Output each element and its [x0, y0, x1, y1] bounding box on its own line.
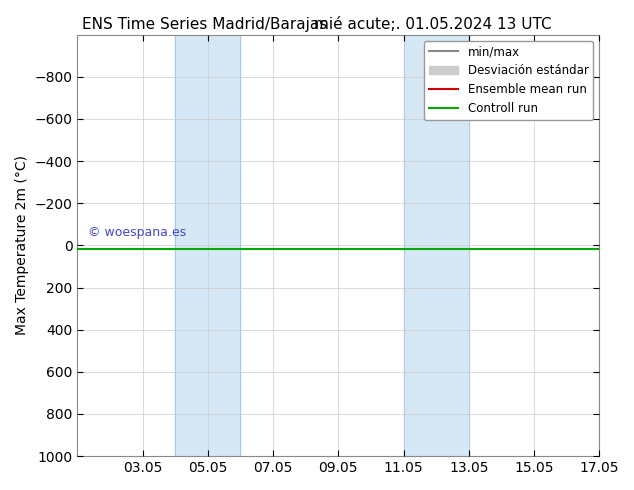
- Text: mié acute;. 01.05.2024 13 UTC: mié acute;. 01.05.2024 13 UTC: [314, 17, 552, 32]
- Text: ENS Time Series Madrid/Barajas: ENS Time Series Madrid/Barajas: [82, 17, 328, 32]
- Y-axis label: Max Temperature 2m (°C): Max Temperature 2m (°C): [15, 155, 29, 335]
- Text: © woespana.es: © woespana.es: [88, 226, 186, 239]
- Bar: [404, 35, 469, 456]
- Legend: min/max, Desviación estándar, Ensemble mean run, Controll run: min/max, Desviación estándar, Ensemble m…: [424, 41, 593, 120]
- Bar: [175, 35, 240, 456]
